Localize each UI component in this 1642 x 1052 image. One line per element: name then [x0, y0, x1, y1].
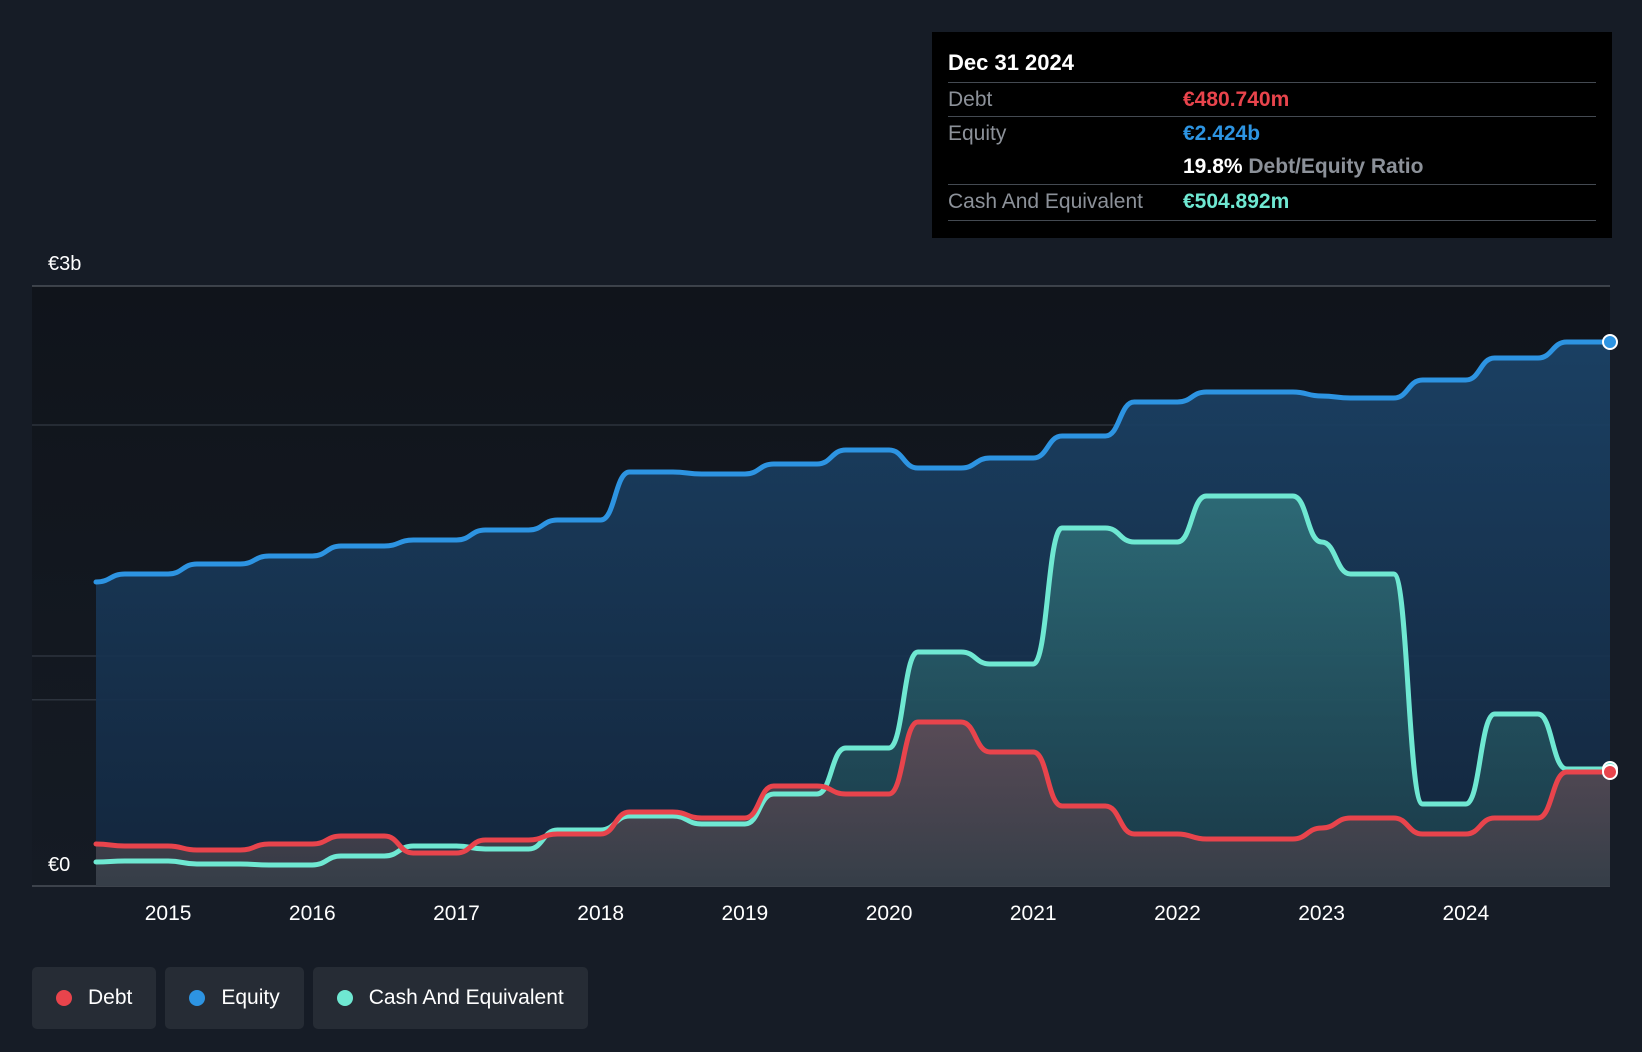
y-axis-ticks: €0 €3b: [48, 253, 81, 876]
x-tick-label: 2022: [1154, 902, 1201, 925]
chart-legend: Debt Equity Cash And Equivalent: [32, 967, 588, 1029]
tooltip-row-equity: Equity €2.424b: [948, 116, 1596, 151]
equity-end-point: [1602, 334, 1618, 350]
legend-label-equity: Equity: [221, 986, 280, 1009]
legend-label-debt: Debt: [88, 986, 133, 1009]
tooltip-row-debt: Debt €480.740m: [948, 82, 1596, 117]
tooltip-date: Dec 31 2024: [948, 50, 1074, 75]
tooltip-row-cash: Cash And Equivalent €504.892m: [948, 184, 1596, 219]
tooltip-ratio-value: 19.8%: [1183, 155, 1243, 178]
x-axis-ticks: 2015 2016 2017 2018 2019 2020 2021 2022 2023 2024: [145, 902, 1490, 925]
legend-item-cash[interactable]: Cash And Equivalent: [312, 967, 588, 1029]
tooltip-ratio: 19.8% Debt/Equity Ratio: [1183, 155, 1423, 179]
legend-dot-equity: [189, 990, 206, 1006]
legend-label-cash: Cash And Equivalent: [368, 986, 564, 1009]
x-tick-label: 2023: [1298, 902, 1345, 925]
debt-line: [93, 719, 1613, 856]
series-lines: [93, 339, 1613, 868]
x-tick-label: 2021: [1010, 902, 1057, 925]
x-tick-label: 2016: [289, 902, 336, 925]
end-markers: [1602, 334, 1618, 780]
legend-item-debt[interactable]: Debt: [32, 967, 157, 1029]
cash-line: [93, 493, 1613, 868]
y-tick-label: €3b: [48, 253, 81, 275]
x-tick-label: 2024: [1442, 902, 1489, 925]
equity-line: [93, 339, 1613, 585]
data-tooltip: Dec 31 2024 Debt €480.740m Equity €2.424…: [932, 32, 1612, 238]
y-tick-label: €0: [48, 854, 70, 876]
legend-dot-cash: [336, 990, 353, 1006]
x-tick-label: 2017: [433, 902, 480, 925]
tooltip-equity-label: Equity: [948, 122, 1007, 145]
x-tick-label: 2015: [145, 902, 192, 925]
tooltip-cash-label: Cash And Equivalent: [948, 190, 1143, 213]
tooltip-equity-value: €2.424b: [1183, 122, 1261, 145]
tooltip-debt-value: €480.740m: [1183, 88, 1290, 111]
x-tick-label: 2019: [721, 902, 768, 925]
tooltip-ratio-label: Debt/Equity Ratio: [1248, 155, 1424, 178]
legend-dot-debt: [56, 990, 72, 1006]
tooltip-cash-value: €504.892m: [1183, 190, 1290, 213]
tooltip-row-ratio: 19.8% Debt/Equity Ratio: [948, 150, 1596, 184]
tooltip-debt-label: Debt: [948, 88, 993, 111]
debt-end-point: [1602, 764, 1618, 780]
x-tick-label: 2020: [866, 902, 913, 925]
tooltip-divider: [948, 220, 1596, 221]
x-tick-label: 2018: [577, 902, 624, 925]
legend-item-equity[interactable]: Equity: [165, 967, 304, 1029]
cash-area: [96, 496, 1610, 886]
